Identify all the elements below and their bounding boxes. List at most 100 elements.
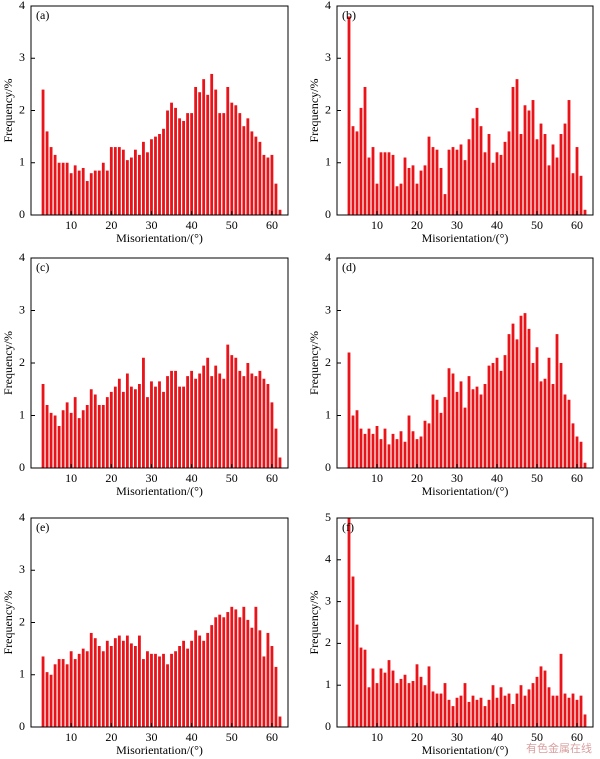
bar bbox=[69, 173, 73, 215]
y-tick-label: 1 bbox=[325, 155, 331, 169]
bar bbox=[254, 376, 258, 468]
bar bbox=[266, 157, 270, 215]
bar bbox=[451, 373, 455, 468]
bar bbox=[559, 134, 563, 215]
bar bbox=[146, 397, 149, 468]
y-tick-label: 3 bbox=[325, 593, 331, 607]
bar bbox=[567, 697, 571, 727]
bar bbox=[403, 674, 407, 727]
x-tick-label: 10 bbox=[371, 471, 383, 485]
bar bbox=[198, 635, 202, 727]
bar bbox=[411, 431, 415, 468]
bar bbox=[459, 695, 463, 727]
x-tick-label: 60 bbox=[266, 471, 278, 485]
bar bbox=[61, 410, 65, 468]
bar bbox=[250, 131, 254, 215]
bar bbox=[45, 405, 49, 468]
y-tick-label: 5 bbox=[325, 510, 331, 524]
bar bbox=[89, 173, 93, 215]
bar bbox=[507, 131, 511, 215]
bar bbox=[166, 664, 169, 727]
bar bbox=[471, 389, 475, 468]
bar bbox=[395, 683, 399, 727]
bar bbox=[162, 128, 165, 215]
bar bbox=[571, 173, 575, 215]
bar bbox=[154, 136, 157, 215]
bar bbox=[117, 147, 121, 215]
bar bbox=[479, 394, 483, 468]
bar bbox=[258, 630, 262, 727]
bar bbox=[41, 656, 45, 727]
bar bbox=[218, 614, 222, 727]
bar bbox=[363, 433, 367, 468]
y-tick-label: 1 bbox=[19, 667, 25, 681]
bar bbox=[57, 162, 61, 215]
bar bbox=[507, 693, 511, 727]
bar bbox=[375, 183, 379, 215]
bar bbox=[503, 141, 507, 215]
bar bbox=[375, 426, 379, 468]
bar bbox=[234, 357, 238, 468]
x-tick-label: 60 bbox=[571, 471, 583, 485]
bar bbox=[527, 328, 531, 468]
bar bbox=[479, 126, 483, 215]
bar bbox=[371, 147, 375, 215]
bar bbox=[238, 113, 242, 215]
bar bbox=[535, 139, 539, 215]
bar bbox=[519, 685, 523, 727]
bar bbox=[134, 389, 137, 468]
bar bbox=[367, 428, 371, 468]
bar bbox=[443, 683, 447, 727]
bar bbox=[475, 107, 479, 215]
bar bbox=[242, 126, 246, 215]
x-tick-label: 50 bbox=[226, 471, 238, 485]
bar bbox=[447, 149, 451, 215]
bar bbox=[435, 693, 439, 727]
bar bbox=[535, 347, 539, 468]
x-tick-label: 60 bbox=[266, 730, 278, 744]
y-tick-label: 0 bbox=[19, 207, 25, 221]
bar bbox=[347, 16, 351, 216]
bar bbox=[194, 630, 198, 727]
bar bbox=[515, 79, 519, 216]
bar bbox=[563, 394, 567, 468]
bar bbox=[583, 714, 587, 727]
bar bbox=[125, 635, 129, 727]
bar bbox=[89, 389, 93, 468]
bar bbox=[415, 664, 419, 727]
bar bbox=[519, 134, 523, 215]
bar bbox=[543, 670, 547, 727]
bar bbox=[523, 105, 527, 215]
bar bbox=[150, 139, 153, 215]
bar bbox=[142, 141, 145, 215]
bar bbox=[105, 170, 109, 215]
bar bbox=[479, 697, 483, 727]
bar bbox=[129, 157, 133, 215]
bar bbox=[495, 152, 499, 215]
x-tick-label: 20 bbox=[411, 471, 423, 485]
bar bbox=[218, 113, 222, 215]
bar bbox=[523, 313, 527, 468]
bar bbox=[399, 431, 403, 468]
bar bbox=[194, 86, 198, 215]
bar bbox=[93, 170, 97, 215]
x-tick-label: 60 bbox=[571, 218, 583, 232]
bar bbox=[535, 676, 539, 727]
bar bbox=[391, 433, 395, 468]
bar bbox=[363, 86, 367, 215]
x-tick-label: 20 bbox=[105, 218, 117, 232]
bar bbox=[571, 693, 575, 727]
bar bbox=[355, 624, 359, 727]
bar bbox=[238, 617, 242, 727]
bar bbox=[515, 339, 519, 468]
bar bbox=[515, 693, 519, 727]
bar bbox=[226, 86, 230, 215]
x-tick-label: 20 bbox=[105, 471, 117, 485]
y-tick-label: 0 bbox=[325, 207, 331, 221]
bar bbox=[105, 640, 109, 727]
bar bbox=[113, 386, 117, 468]
bar bbox=[459, 381, 463, 468]
bar bbox=[483, 152, 487, 215]
y-tick-label: 2 bbox=[19, 102, 25, 116]
bar bbox=[359, 428, 363, 468]
